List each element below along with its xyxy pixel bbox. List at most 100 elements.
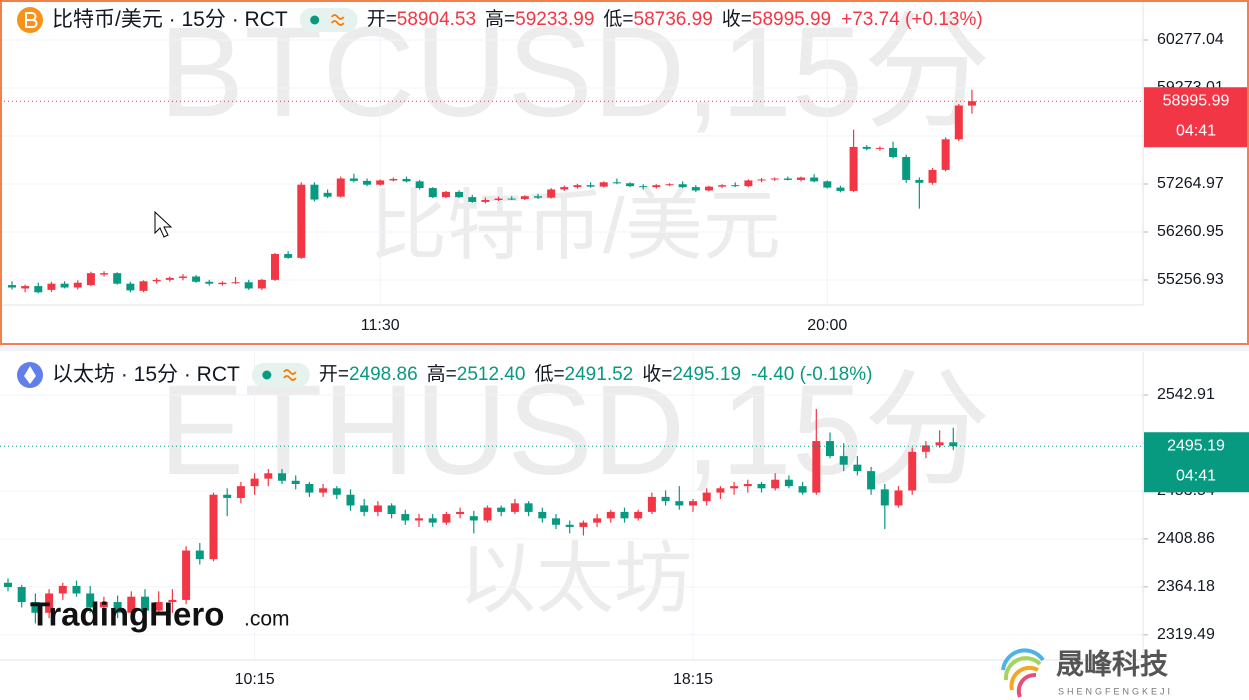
candle-body: [468, 197, 477, 202]
ohlc-value: 58736.99: [634, 9, 713, 30]
candle-body: [744, 180, 753, 187]
status-pill: [299, 8, 358, 32]
watermark: BTCUSD,15分: [159, 1, 991, 144]
status-dot: [262, 370, 272, 380]
candle-body: [8, 285, 16, 288]
candle-body: [634, 511, 643, 519]
candle-body: [798, 486, 807, 493]
candle-body: [319, 488, 328, 493]
legend-title: 以太坊 · 15分 · RCT: [52, 363, 240, 386]
candle-body: [376, 180, 385, 185]
x-tick-label: 18:15: [673, 671, 713, 688]
candle-body: [72, 585, 81, 594]
candle-body: [520, 196, 529, 200]
candle-body: [689, 501, 697, 506]
candle-body: [797, 177, 805, 180]
candle-body: [45, 593, 54, 613]
ohlc-value: 2512.40: [457, 364, 526, 385]
candle-body: [205, 281, 214, 284]
candle-body: [612, 182, 621, 184]
candle-body: [599, 182, 608, 187]
coin-icon-glyph: [25, 12, 38, 28]
candle-body: [305, 484, 314, 493]
candle-body: [757, 179, 766, 181]
candle-body: [639, 186, 648, 188]
y-tick-label: 2408.86: [1157, 530, 1215, 547]
candle-body: [626, 183, 635, 187]
candle-body: [534, 196, 542, 198]
candle-body: [579, 522, 588, 527]
candle-body: [954, 105, 963, 140]
candle-body: [718, 185, 727, 187]
candle-body: [839, 456, 848, 465]
watermark-sub: 以太坊: [458, 535, 692, 623]
candle-body: [428, 188, 437, 198]
candle-body: [332, 488, 341, 495]
candle-body: [86, 273, 95, 286]
pane-separator: [0, 346, 1249, 351]
candle-body: [560, 187, 569, 190]
candle-body: [836, 187, 845, 191]
candle-body: [264, 473, 273, 479]
price-tag-value: 58995.99: [1163, 92, 1230, 109]
ohlc-label: 开=: [319, 364, 349, 385]
candle-body: [483, 507, 492, 521]
logo-left: TradingHero: [30, 596, 224, 633]
candle-body: [665, 184, 674, 186]
candle-body: [853, 464, 862, 472]
candle-body: [278, 473, 286, 481]
candle-body: [17, 587, 26, 603]
candle-body: [291, 480, 300, 484]
candle-body: [113, 602, 122, 613]
candle-body: [168, 599, 177, 603]
candle-body: [867, 471, 876, 490]
y-tick-label: 55256.93: [1157, 271, 1224, 288]
y-tick-label: 57264.97: [1157, 175, 1224, 192]
y-tick-label: 56260.95: [1157, 223, 1224, 240]
legend-ohlc: 开=58904.53 高=59233.99 低=58736.99 收=58995.99…: [367, 8, 983, 30]
candle-body: [921, 445, 930, 452]
candle-body: [86, 593, 95, 608]
logo-right: 晟峰科技: [1056, 648, 1168, 679]
candle-body: [661, 496, 670, 502]
candle-body: [284, 254, 293, 258]
candle-body: [524, 503, 533, 512]
candle-body: [573, 185, 582, 188]
candle-body: [469, 516, 478, 521]
candle-body: [743, 484, 752, 487]
mouse-cursor: [154, 210, 173, 238]
candle-body: [73, 282, 82, 288]
candle-body: [297, 184, 306, 258]
candle-body: [481, 200, 490, 202]
candle-body: [349, 178, 358, 181]
candle-body: [152, 279, 161, 282]
candle-body: [113, 273, 122, 284]
candle-body: [21, 286, 30, 289]
candle-body: [47, 283, 56, 290]
status-pill: [251, 363, 310, 387]
candle-body: [244, 282, 253, 289]
candle-body: [928, 169, 937, 183]
candle-body: [880, 489, 889, 506]
candle-body: [428, 518, 437, 523]
candle-body: [771, 479, 780, 489]
ohlc-label: 低=: [603, 8, 633, 30]
candle-body: [387, 505, 396, 515]
ohlc-value: 58995.99: [752, 9, 831, 30]
candle-body: [894, 490, 903, 506]
candle-body: [58, 585, 67, 594]
candle-body: [716, 488, 725, 493]
ohlc-change: -4.40 (-0.18%): [751, 364, 872, 385]
candle-body: [494, 198, 503, 201]
candle-body: [178, 276, 187, 278]
candle-body: [586, 185, 595, 187]
candle-body: [606, 511, 615, 519]
candle-body: [34, 286, 43, 293]
legend-title: 比特币/美元 · 15分 · RCT: [52, 8, 288, 31]
watermark-sub: 比特币/美元: [369, 182, 781, 270]
candle-body: [257, 279, 266, 289]
candle-body: [497, 507, 506, 512]
status-dot: [310, 15, 320, 25]
candle-body: [442, 514, 451, 523]
